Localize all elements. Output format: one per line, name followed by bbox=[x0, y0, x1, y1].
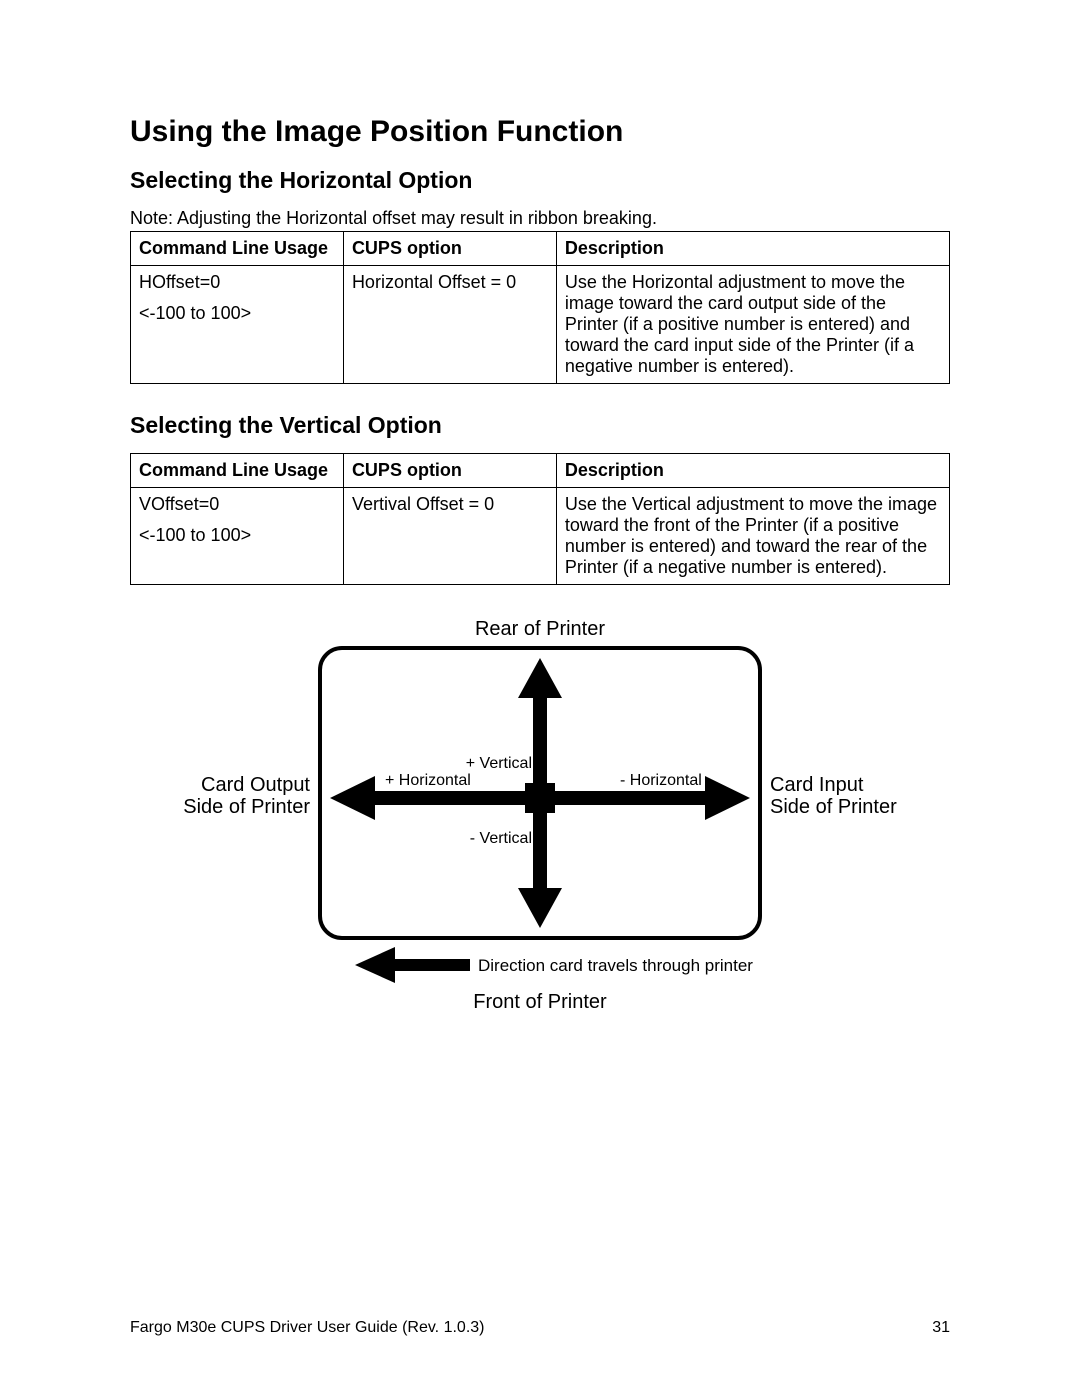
th-cmd: Command Line Usage bbox=[131, 232, 344, 266]
td-cups: Horizontal Offset = 0 bbox=[343, 266, 556, 384]
direction-arrow-shaft bbox=[390, 959, 470, 971]
th-desc: Description bbox=[556, 232, 949, 266]
label-minus-vertical: - Vertical bbox=[470, 830, 532, 847]
cmd-line1: VOffset=0 bbox=[139, 494, 219, 514]
section1-heading: Selecting the Horizontal Option bbox=[130, 167, 950, 194]
th-cups: CUPS option bbox=[343, 454, 556, 488]
table-horizontal: Command Line Usage CUPS option Descripti… bbox=[130, 231, 950, 384]
th-desc: Description bbox=[556, 454, 949, 488]
page-title: Using the Image Position Function bbox=[130, 115, 950, 149]
label-card-output-2: Side of Printer bbox=[183, 796, 310, 818]
cmd-line2: <-100 to 100> bbox=[139, 303, 335, 324]
td-cups: Vertival Offset = 0 bbox=[343, 488, 556, 585]
label-direction: Direction card travels through printer bbox=[478, 956, 753, 975]
footer-right: 31 bbox=[932, 1319, 950, 1337]
down-arrow-head-icon bbox=[518, 888, 562, 928]
cmd-line1: HOffset=0 bbox=[139, 272, 220, 292]
label-minus-horizontal: - Horizontal bbox=[620, 772, 702, 789]
label-rear: Rear of Printer bbox=[475, 618, 605, 640]
footer-left: Fargo M30e CUPS Driver User Guide (Rev. … bbox=[130, 1319, 484, 1337]
label-card-input-1: Card Input bbox=[770, 774, 864, 796]
table-row: Command Line Usage CUPS option Descripti… bbox=[131, 232, 950, 266]
label-front: Front of Printer bbox=[473, 991, 607, 1013]
section2-heading: Selecting the Vertical Option bbox=[130, 412, 950, 439]
label-plus-vertical: + Vertical bbox=[466, 755, 532, 772]
footer: Fargo M30e CUPS Driver User Guide (Rev. … bbox=[130, 1319, 950, 1337]
down-arrow-shaft bbox=[533, 808, 547, 893]
right-arrow-head-icon bbox=[705, 776, 750, 820]
label-card-output-1: Card Output bbox=[201, 774, 310, 796]
label-card-input-2: Side of Printer bbox=[770, 796, 897, 818]
up-arrow-head-icon bbox=[518, 658, 562, 698]
section1-note: Note: Adjusting the Horizontal offset ma… bbox=[130, 208, 950, 229]
left-arrow-shaft bbox=[370, 791, 530, 805]
td-cmd: VOffset=0 <-100 to 100> bbox=[131, 488, 344, 585]
diagram-svg: Rear of Printer Card Output Side of Prin… bbox=[160, 613, 920, 1033]
label-plus-horizontal: + Horizontal bbox=[385, 772, 471, 789]
diagram: Rear of Printer Card Output Side of Prin… bbox=[130, 613, 950, 1038]
table-row: Command Line Usage CUPS option Descripti… bbox=[131, 454, 950, 488]
th-cmd: Command Line Usage bbox=[131, 454, 344, 488]
table-vertical: Command Line Usage CUPS option Descripti… bbox=[130, 453, 950, 585]
page: Using the Image Position Function Select… bbox=[0, 0, 1080, 1397]
td-desc: Use the Vertical adjustment to move the … bbox=[556, 488, 949, 585]
direction-arrow-head-icon bbox=[355, 947, 395, 983]
table-row: VOffset=0 <-100 to 100> Vertival Offset … bbox=[131, 488, 950, 585]
td-cmd: HOffset=0 <-100 to 100> bbox=[131, 266, 344, 384]
cmd-line2: <-100 to 100> bbox=[139, 525, 335, 546]
right-arrow-shaft bbox=[550, 791, 710, 805]
table-row: HOffset=0 <-100 to 100> Horizontal Offse… bbox=[131, 266, 950, 384]
td-desc: Use the Horizontal adjustment to move th… bbox=[556, 266, 949, 384]
left-arrow-head-icon bbox=[330, 776, 375, 820]
th-cups: CUPS option bbox=[343, 232, 556, 266]
up-arrow-shaft bbox=[533, 693, 547, 788]
